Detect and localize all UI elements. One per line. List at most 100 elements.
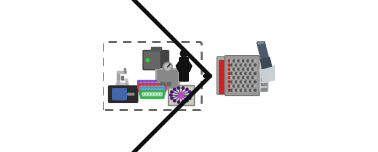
Circle shape bbox=[231, 81, 232, 83]
Circle shape bbox=[247, 60, 249, 62]
Circle shape bbox=[247, 89, 249, 91]
FancyBboxPatch shape bbox=[140, 90, 164, 98]
Circle shape bbox=[170, 94, 172, 96]
Circle shape bbox=[254, 60, 256, 62]
Circle shape bbox=[150, 83, 154, 86]
Circle shape bbox=[252, 60, 254, 62]
Circle shape bbox=[262, 66, 265, 69]
Circle shape bbox=[154, 83, 158, 86]
Circle shape bbox=[245, 77, 246, 79]
Bar bbox=[151, 47, 161, 50]
Circle shape bbox=[231, 89, 232, 91]
Bar bbox=[117, 71, 126, 73]
Bar bbox=[218, 85, 223, 88]
Circle shape bbox=[148, 93, 151, 96]
Circle shape bbox=[247, 77, 249, 79]
Circle shape bbox=[228, 73, 230, 74]
Circle shape bbox=[249, 81, 251, 83]
Bar bbox=[124, 68, 125, 72]
Circle shape bbox=[144, 86, 147, 89]
Circle shape bbox=[228, 89, 230, 91]
Circle shape bbox=[242, 77, 244, 79]
Polygon shape bbox=[176, 60, 183, 71]
Circle shape bbox=[177, 87, 180, 89]
FancyBboxPatch shape bbox=[225, 56, 259, 95]
Circle shape bbox=[174, 100, 176, 102]
Circle shape bbox=[132, 93, 134, 95]
FancyBboxPatch shape bbox=[138, 81, 167, 89]
Circle shape bbox=[159, 93, 163, 96]
Circle shape bbox=[247, 85, 249, 87]
Circle shape bbox=[254, 68, 256, 70]
Circle shape bbox=[249, 77, 251, 79]
FancyBboxPatch shape bbox=[180, 69, 184, 81]
Circle shape bbox=[238, 60, 240, 62]
Circle shape bbox=[235, 60, 237, 62]
FancyBboxPatch shape bbox=[158, 71, 178, 88]
Circle shape bbox=[146, 59, 149, 61]
Circle shape bbox=[171, 97, 173, 99]
Bar bbox=[117, 79, 119, 84]
Bar bbox=[121, 79, 127, 80]
Circle shape bbox=[186, 88, 188, 91]
Circle shape bbox=[144, 89, 147, 93]
Circle shape bbox=[228, 81, 230, 83]
Circle shape bbox=[238, 89, 240, 91]
Circle shape bbox=[240, 81, 242, 83]
Circle shape bbox=[249, 85, 251, 87]
Bar bbox=[261, 73, 266, 75]
Circle shape bbox=[242, 60, 244, 62]
Circle shape bbox=[249, 73, 251, 74]
Circle shape bbox=[154, 89, 157, 93]
Circle shape bbox=[228, 77, 230, 79]
Bar bbox=[121, 76, 123, 79]
FancyBboxPatch shape bbox=[217, 57, 225, 94]
Circle shape bbox=[252, 89, 254, 91]
Circle shape bbox=[249, 68, 251, 70]
Circle shape bbox=[235, 81, 237, 83]
Circle shape bbox=[238, 73, 240, 74]
FancyBboxPatch shape bbox=[108, 86, 138, 102]
Circle shape bbox=[140, 86, 143, 89]
Circle shape bbox=[238, 77, 240, 79]
Bar bbox=[218, 73, 223, 76]
Circle shape bbox=[233, 73, 235, 74]
Circle shape bbox=[231, 68, 232, 70]
Circle shape bbox=[231, 60, 232, 62]
Circle shape bbox=[240, 85, 242, 87]
Circle shape bbox=[231, 73, 232, 74]
Circle shape bbox=[141, 89, 144, 93]
Circle shape bbox=[238, 64, 240, 66]
Circle shape bbox=[240, 68, 242, 70]
FancyBboxPatch shape bbox=[139, 84, 166, 92]
Circle shape bbox=[182, 87, 184, 89]
Circle shape bbox=[245, 85, 246, 87]
FancyBboxPatch shape bbox=[103, 42, 202, 110]
Bar bbox=[261, 62, 266, 65]
Polygon shape bbox=[260, 57, 271, 68]
Circle shape bbox=[158, 86, 161, 89]
Circle shape bbox=[238, 68, 240, 70]
Circle shape bbox=[228, 85, 230, 87]
Circle shape bbox=[233, 77, 235, 79]
Circle shape bbox=[154, 86, 157, 89]
FancyBboxPatch shape bbox=[184, 69, 188, 81]
Circle shape bbox=[228, 60, 230, 62]
FancyBboxPatch shape bbox=[259, 60, 268, 91]
Bar bbox=[218, 60, 223, 63]
Circle shape bbox=[177, 101, 180, 103]
Circle shape bbox=[245, 60, 246, 62]
Circle shape bbox=[130, 93, 132, 95]
Bar bbox=[218, 77, 223, 80]
Circle shape bbox=[252, 85, 254, 87]
Circle shape bbox=[156, 93, 160, 96]
Circle shape bbox=[240, 64, 242, 66]
Circle shape bbox=[240, 73, 242, 74]
Circle shape bbox=[147, 89, 150, 93]
Circle shape bbox=[245, 64, 246, 66]
Circle shape bbox=[249, 64, 251, 66]
Circle shape bbox=[153, 93, 156, 96]
Circle shape bbox=[254, 73, 256, 74]
Bar bbox=[261, 83, 266, 85]
Circle shape bbox=[242, 64, 244, 66]
